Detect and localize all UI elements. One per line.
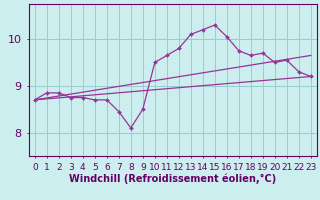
X-axis label: Windchill (Refroidissement éolien,°C): Windchill (Refroidissement éolien,°C) — [69, 173, 276, 184]
